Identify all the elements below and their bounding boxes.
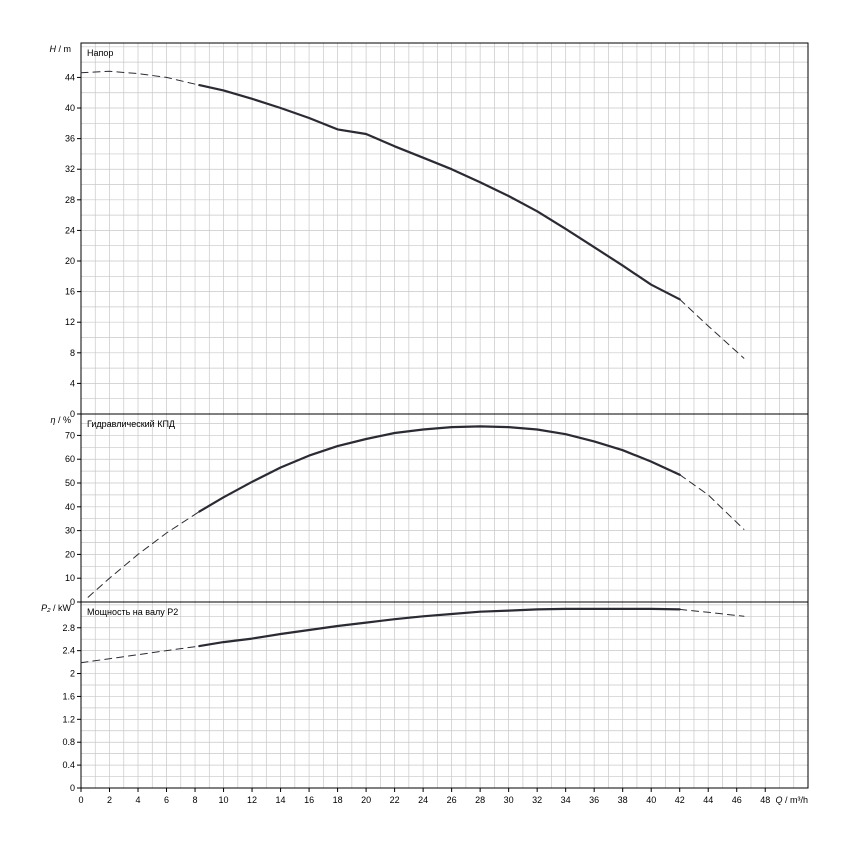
y-tick-label: 28 [65, 195, 75, 205]
x-tick-label: 44 [703, 795, 713, 805]
y-tick-label: 2.8 [62, 623, 75, 633]
y-tick-label: 1.2 [62, 714, 75, 724]
y-tick-label: 24 [65, 225, 75, 235]
y-tick-label: 0.8 [62, 737, 75, 747]
y-tick-label: 40 [65, 502, 75, 512]
y-axis-symbol: P₂ [41, 603, 51, 613]
head-curve-dashed [80, 70, 200, 86]
y-axis-unit: / m [56, 44, 71, 54]
power-curve-dashed [80, 645, 200, 664]
head-curve-dashed [679, 298, 745, 359]
x-tick-label: 24 [418, 795, 428, 805]
x-tick-label: 36 [589, 795, 599, 805]
y-tick-label: 0.4 [62, 760, 75, 770]
x-axis-label: Q / m³/h [775, 795, 808, 805]
y-tick-label: 30 [65, 526, 75, 536]
x-tick-label: 40 [646, 795, 656, 805]
efficiency-curve-solid [198, 425, 681, 513]
x-tick-label: 16 [304, 795, 314, 805]
y-axis-unit: / % [55, 415, 71, 425]
x-tick-label: 4 [136, 795, 141, 805]
power-curve-dashed [679, 608, 745, 617]
x-tick-label: 38 [618, 795, 628, 805]
y-tick-label: 36 [65, 134, 75, 144]
panel-title: Гидравлический КПД [87, 419, 175, 429]
x-tick-label: 8 [193, 795, 198, 805]
x-tick-label: 26 [447, 795, 457, 805]
head-panel: 0 4 8 12 16 20 24 28 32 36 40 44 H / m Напор [50, 42, 809, 419]
efficiency-curve-dashed [87, 511, 200, 598]
panel-title: Напор [87, 48, 113, 58]
y-tick-label: 20 [65, 256, 75, 266]
y-tick-label: 8 [70, 348, 75, 358]
y-tick-label: 40 [65, 103, 75, 113]
x-tick-label: 20 [361, 795, 371, 805]
x-tick-label: 42 [675, 795, 685, 805]
y-tick-label: 16 [65, 287, 75, 297]
y-tick-label: 12 [65, 317, 75, 327]
y-tick-label: 60 [65, 454, 75, 464]
x-tick-label: 32 [532, 795, 542, 805]
x-tick-label: 14 [276, 795, 286, 805]
y-axis-unit: / kW [51, 603, 72, 613]
y-tick-label: 44 [65, 72, 75, 82]
x-tick-label: 6 [164, 795, 169, 805]
head-curve-solid [198, 83, 681, 301]
x-tick-label: 0 [78, 795, 83, 805]
y-tick-label: 4 [70, 378, 75, 388]
efficiency-curve-dashed [679, 474, 745, 530]
y-tick-label: 10 [65, 573, 75, 583]
x-tick-label: 22 [390, 795, 400, 805]
y-axis-label: η / % [50, 415, 71, 425]
y-axis-symbol: η [50, 415, 55, 425]
y-tick-label: 1.6 [62, 691, 75, 701]
y-tick-label: 32 [65, 164, 75, 174]
x-tick-label: 18 [333, 795, 343, 805]
x-axis-symbol: Q [775, 795, 782, 805]
y-axis-symbol: H [50, 44, 57, 54]
x-axis-unit: / m³/h [782, 795, 808, 805]
y-tick-label: 2.4 [62, 646, 75, 656]
y-axis-label: P₂ / kW [41, 603, 71, 613]
plot-frame [80, 601, 809, 789]
panel-title: Мощность на валу P2 [87, 607, 178, 617]
y-tick-label: 20 [65, 549, 75, 559]
y-tick-label: 70 [65, 430, 75, 440]
power-curve-solid [198, 607, 681, 648]
x-tick-label: 10 [219, 795, 229, 805]
plot-frame [80, 42, 809, 415]
x-tick-label: 48 [760, 795, 770, 805]
efficiency-panel: 0 10 20 30 40 50 60 70 η / % Гидравлический КПД [50, 413, 809, 607]
x-tick-label: 46 [732, 795, 742, 805]
y-tick-label: 50 [65, 478, 75, 488]
plot-frame [80, 413, 809, 603]
x-tick-label: 2 [107, 795, 112, 805]
x-tick-label: 34 [561, 795, 571, 805]
y-tick-label: 0 [70, 783, 75, 793]
y-tick-label: 0 [70, 597, 75, 607]
x-tick-label: 30 [504, 795, 514, 805]
power-panel: 0 0.4 0.8 1.2 1.6 2 2.4 2.8 P₂ / kW Мощность на в… [41, 601, 809, 805]
y-tick-label: 2 [70, 669, 75, 679]
x-tick-label: 12 [247, 795, 257, 805]
y-axis-label: H / m [50, 44, 72, 54]
x-tick-label: 28 [475, 795, 485, 805]
y-tick-label: 0 [70, 409, 75, 419]
